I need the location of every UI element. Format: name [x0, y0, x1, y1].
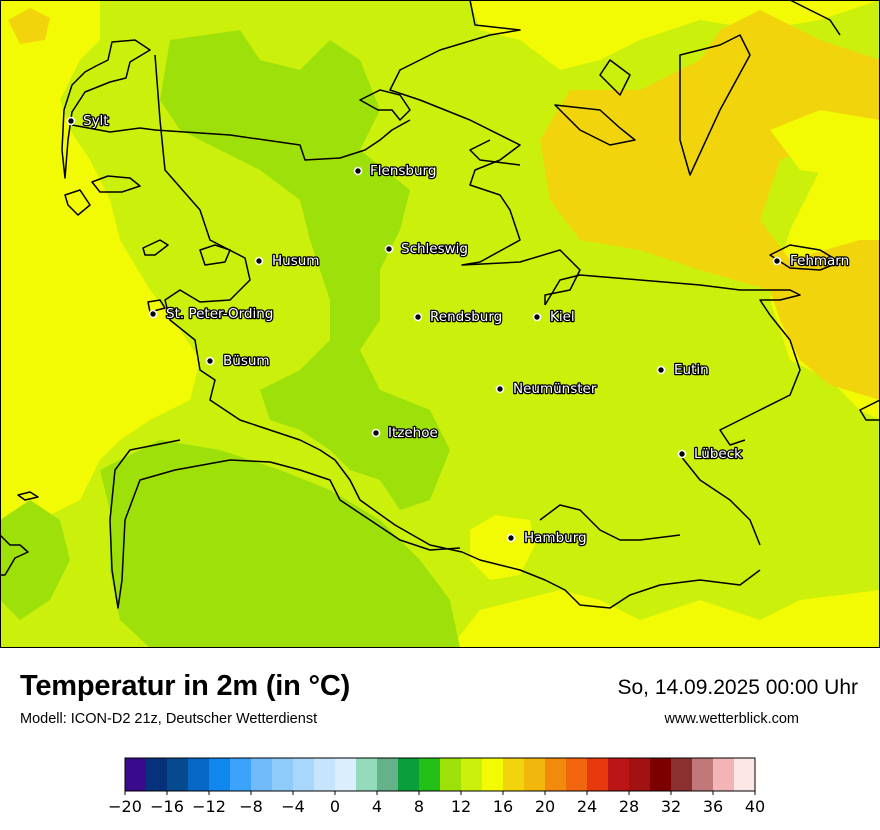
legend-tick-label: 8: [414, 797, 424, 816]
legend-tick-label: 24: [577, 797, 597, 816]
city-marker: Itzehoe: [371, 424, 439, 442]
legend-tick-label: −12: [192, 797, 226, 816]
city-label: Kiel: [550, 309, 575, 325]
legend-bin: [356, 758, 378, 791]
legend-bins: [125, 758, 756, 791]
city-label: Sylt: [83, 113, 109, 129]
legend-bin: [209, 758, 231, 791]
city-marker: Büsum: [205, 352, 271, 370]
legend-bin: [188, 758, 210, 791]
city-label: St. Peter-Ording: [166, 306, 273, 322]
legend-bin: [650, 758, 672, 791]
city-marker: Fehmarn: [772, 252, 850, 270]
legend-tick-label: 40: [745, 797, 765, 816]
legend-bin: [671, 758, 693, 791]
field-yellow-hamburg: [470, 515, 535, 580]
legend-tick-label: 28: [619, 797, 639, 816]
city-label: Eutin: [674, 362, 709, 378]
field-orange-baltic: [540, 10, 880, 400]
city-marker: Lübeck: [677, 445, 743, 463]
city-marker: Husum: [254, 252, 321, 270]
field-green-sw: [0, 500, 70, 620]
city-label: Flensburg: [370, 163, 436, 179]
legend-bin: [125, 758, 147, 791]
city-marker: Rendsburg: [413, 308, 504, 326]
city-label: Rendsburg: [430, 309, 502, 325]
city-marker: Flensburg: [353, 162, 438, 180]
legend-tick-label: 0: [330, 797, 340, 816]
city-label: Schleswig: [401, 241, 468, 257]
field-yellow-baltic-north: [770, 110, 880, 175]
legend-tick-label: −20: [108, 797, 142, 816]
legend-bin: [713, 758, 735, 791]
legend-bin: [566, 758, 588, 791]
legend-bin: [272, 758, 294, 791]
field-green-south: [100, 440, 460, 648]
city-marker: Eutin: [656, 361, 710, 379]
legend-bin: [587, 758, 609, 791]
legend-bin: [377, 758, 399, 791]
legend-bin: [440, 758, 462, 791]
legend-tick-label: 12: [451, 797, 471, 816]
legend-bin: [146, 758, 168, 791]
city-marker: Sylt: [66, 112, 110, 130]
legend-tick-label: 16: [493, 797, 513, 816]
field-green-central: [160, 30, 450, 510]
city-marker: Kiel: [532, 308, 576, 326]
website-url: www.wetterblick.com: [664, 711, 799, 727]
legend-bin: [461, 758, 483, 791]
city-label: Büsum: [223, 353, 270, 369]
legend-bin: [167, 758, 189, 791]
color-legend: −20 −16 −12 −8 −4 0 4 8 12 16 20 24 28 32 36 40: [108, 757, 765, 816]
cities: Sylt Flensburg Schleswig Husum Fehmarn S…: [66, 112, 850, 547]
legend-tick-label: 20: [535, 797, 555, 816]
city-marker: St. Peter-Ording: [148, 305, 275, 323]
city-marker: Hamburg: [506, 529, 588, 547]
legend-frame: [124, 757, 756, 792]
field-yellow-topleft: [8, 8, 50, 44]
legend-bin: [692, 758, 714, 791]
legend-tick-label: −16: [150, 797, 184, 816]
city-label: Husum: [272, 253, 319, 269]
legend-tick-label: −4: [281, 797, 305, 816]
legend-bin: [230, 758, 252, 791]
legend-bin: [524, 758, 546, 791]
legend-ticks: −20 −16 −12 −8 −4 0 4 8 12 16 20 24 28 32 36 40: [108, 791, 765, 816]
field-yellow-topcenter: [480, 0, 640, 30]
legend-tick-label: 32: [661, 797, 681, 816]
field-yellow-southeast: [520, 590, 880, 648]
coastlines: [0, 0, 880, 609]
city-label: Lübeck: [694, 446, 742, 462]
legend-bin: [482, 758, 504, 791]
city-label: Neumünster: [513, 381, 597, 397]
legend-bin: [398, 758, 420, 791]
forecast-datetime: So, 14.09.2025 00:00 Uhr: [617, 676, 858, 699]
legend-bin: [251, 758, 273, 791]
city-label: Hamburg: [524, 530, 587, 546]
field-yellow-west: [0, 0, 100, 540]
legend-bin: [629, 758, 651, 791]
legend-bin: [419, 758, 441, 791]
city-marker: Neumünster: [495, 380, 598, 398]
legend-bin: [503, 758, 525, 791]
legend-bin: [335, 758, 357, 791]
legend-bin: [545, 758, 567, 791]
legend-bin: [608, 758, 630, 791]
city-label: Itzehoe: [388, 425, 438, 441]
city-marker: Schleswig: [384, 240, 469, 258]
legend-tick-label: −8: [239, 797, 263, 816]
model-info: Modell: ICON-D2 21z, Deutscher Wetterdie…: [20, 711, 318, 727]
legend-bin: [734, 758, 756, 791]
temperature-map: Sylt Flensburg Schleswig Husum Fehmarn S…: [0, 0, 880, 648]
legend-tick-label: 4: [372, 797, 382, 816]
legend-bin: [293, 758, 315, 791]
legend-bin: [314, 758, 336, 791]
city-label: Fehmarn: [790, 253, 849, 269]
map-title: Temperatur in 2m (in °C): [20, 670, 351, 702]
legend-tick-label: 36: [703, 797, 723, 816]
